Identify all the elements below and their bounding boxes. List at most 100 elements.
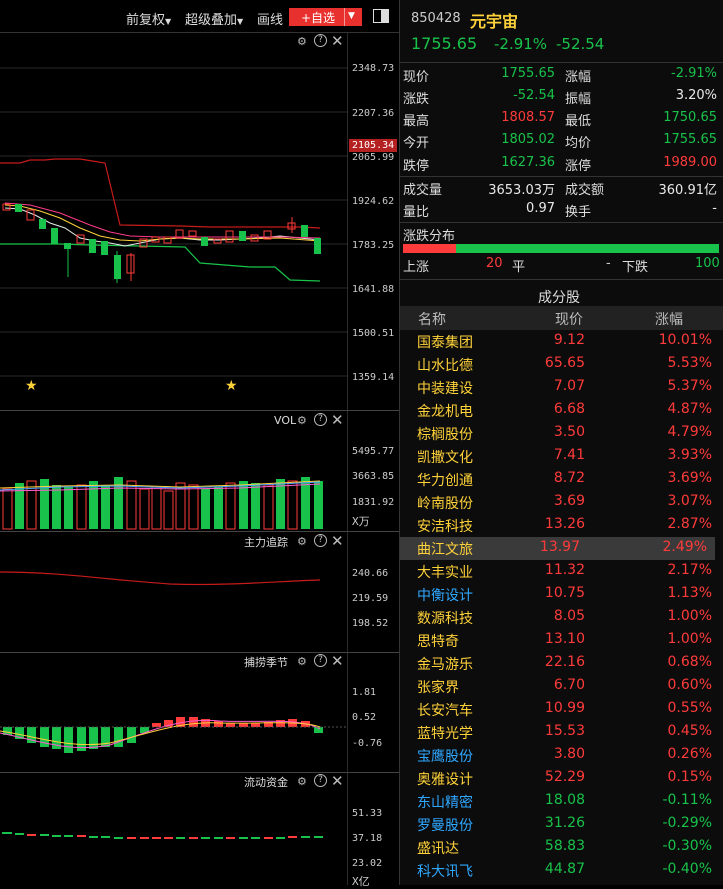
axis-label: 1641.88 <box>352 284 395 295</box>
add-watchlist-button[interactable]: +自选 ▼ <box>289 8 362 26</box>
bulao-chart[interactable] <box>0 653 348 773</box>
panel-icon-fill <box>381 10 388 22</box>
table-row[interactable]: 中衡设计 10.75 1.13% <box>400 583 720 606</box>
value: 3.20% <box>675 88 717 103</box>
header-price[interactable]: 现价 <box>555 312 583 328</box>
liudong-title: 流动资金 <box>244 776 288 789</box>
overlay-label: 超级叠加 <box>185 13 238 28</box>
caret-down-icon: ▼ <box>165 17 172 26</box>
table-row[interactable]: 曲江文旅 13.97 2.49% <box>400 537 715 560</box>
kline-chart[interactable]: ★ ★ <box>0 33 348 411</box>
table-row[interactable]: 思特奇 13.10 1.00% <box>400 629 720 652</box>
draw-line-button[interactable]: 画线 <box>257 13 284 28</box>
stock-price: 1755.65 <box>411 34 478 53</box>
table-row[interactable]: 数源科技 8.05 1.00% <box>400 606 720 629</box>
settings-icon[interactable]: ⚙ <box>297 655 307 668</box>
settings-icon[interactable]: ⚙ <box>297 414 307 427</box>
table-row[interactable]: 棕榈股份 3.50 4.79% <box>400 422 720 445</box>
table-row[interactable]: 大丰实业 11.32 2.17% <box>400 560 720 583</box>
divider <box>344 8 345 26</box>
help-icon[interactable]: ? <box>314 774 327 787</box>
table-row[interactable]: 东山精密 18.08 -0.11% <box>400 790 720 813</box>
divider <box>400 279 723 280</box>
quote-row: 量比 0.97 换手 - <box>400 201 723 223</box>
pct-cell: 1.00% <box>667 631 712 647</box>
volume-bars <box>2 477 323 530</box>
table-row[interactable]: 宝鹰股份 3.80 0.26% <box>400 744 720 767</box>
settings-icon[interactable]: ⚙ <box>297 35 307 48</box>
up-count: 20 <box>486 256 503 271</box>
stock-name-cell: 宝鹰股份 <box>417 749 473 765</box>
table-row[interactable]: 科大讯飞 44.87 -0.40% <box>400 859 720 882</box>
layout-toggle-icon[interactable] <box>373 9 389 23</box>
close-icon[interactable]: ✕ <box>331 32 344 50</box>
table-row[interactable]: 奥雅设计 52.29 0.15% <box>400 767 720 790</box>
volume-chart[interactable] <box>0 411 348 531</box>
table-row[interactable]: 山水比德 65.65 5.53% <box>400 353 720 376</box>
label: 现价 <box>403 70 430 85</box>
pct-cell: 0.60% <box>667 677 712 693</box>
price-cell: 52.29 <box>544 769 585 785</box>
stock-name-cell: 张家界 <box>417 680 459 696</box>
axis-label: 37.18 <box>352 833 383 844</box>
chart-area[interactable]: 前复权▼ 超级叠加▼ 画线 +自选 ▼ ⚙ ? ✕ 2348.73 2207.3… <box>0 0 400 888</box>
liudong-chart[interactable] <box>0 773 348 885</box>
pct-cell: 0.45% <box>667 723 712 739</box>
close-icon[interactable]: ✕ <box>331 772 344 790</box>
table-row[interactable]: 蓝特光学 15.53 0.45% <box>400 721 720 744</box>
table-row[interactable]: 国泰集团 9.12 10.01% <box>400 330 720 353</box>
help-icon[interactable]: ? <box>314 413 327 426</box>
candles <box>2 203 321 283</box>
axis-label: 1924.62 <box>352 196 395 207</box>
label: 涨跌 <box>403 92 430 107</box>
close-icon[interactable]: ✕ <box>331 652 344 670</box>
value: 1805.02 <box>501 132 555 147</box>
pct-cell: 4.87% <box>667 401 712 417</box>
table-row[interactable]: 罗曼股份 31.26 -0.29% <box>400 813 720 836</box>
star-marker-icon: ★ <box>25 378 38 394</box>
help-icon[interactable]: ? <box>314 34 327 47</box>
table-row[interactable]: 华力创通 8.72 3.69% <box>400 468 720 491</box>
table-row[interactable]: 长安汽车 10.99 0.55% <box>400 698 720 721</box>
table-row[interactable]: 凯撒文化 7.41 3.93% <box>400 445 720 468</box>
help-icon[interactable]: ? <box>314 654 327 667</box>
bulao-title: 捕捞季节 <box>244 656 288 669</box>
header-name[interactable]: 名称 <box>418 312 446 328</box>
pct-cell: 1.00% <box>667 608 712 624</box>
pct-cell: 3.93% <box>667 447 712 463</box>
table-row[interactable]: 金龙机电 6.68 4.87% <box>400 399 720 422</box>
header-pct[interactable]: 涨幅 <box>655 312 683 328</box>
value: - <box>712 201 717 216</box>
settings-icon[interactable]: ⚙ <box>297 535 307 548</box>
liudong-unit: X亿 <box>352 875 370 888</box>
axis-label: 2065.99 <box>352 152 395 163</box>
zhuli-chart[interactable] <box>0 532 348 652</box>
ma20-line <box>4 202 321 239</box>
table-row[interactable]: 金马游乐 22.16 0.68% <box>400 652 720 675</box>
price-cell: 11.32 <box>544 562 585 578</box>
pct-cell: -0.30% <box>662 838 712 854</box>
close-icon[interactable]: ✕ <box>331 411 344 429</box>
down-label: 下跌 <box>622 260 649 275</box>
table-row[interactable]: 岭南股份 3.69 3.07% <box>400 491 720 514</box>
pct-cell: -0.40% <box>662 861 712 877</box>
price-cell: 22.16 <box>544 654 585 670</box>
table-row[interactable]: 中装建设 7.07 5.37% <box>400 376 720 399</box>
table-row[interactable]: 张家界 6.70 0.60% <box>400 675 720 698</box>
stock-name-cell: 金龙机电 <box>417 404 473 420</box>
help-icon[interactable]: ? <box>314 534 327 547</box>
axis-label: 198.52 <box>352 618 389 629</box>
settings-icon[interactable]: ⚙ <box>297 775 307 788</box>
overlay-dropdown[interactable]: 超级叠加▼ <box>185 9 243 28</box>
vol-unit: X万 <box>352 515 370 528</box>
restore-dropdown[interactable]: 前复权▼ <box>126 9 171 28</box>
stock-name-cell: 科大讯飞 <box>417 864 473 880</box>
table-row[interactable]: 盛讯达 58.83 -0.30% <box>400 836 720 859</box>
pct-cell: 5.53% <box>667 355 712 371</box>
zhuli-title: 主力追踪 <box>244 536 288 549</box>
vol-ma3-line <box>0 481 321 491</box>
close-icon[interactable]: ✕ <box>331 532 344 550</box>
distribution-up-fill <box>403 244 456 253</box>
table-row[interactable]: 安洁科技 13.26 2.87% <box>400 514 720 537</box>
add-watchlist-label: +自选 <box>301 11 336 25</box>
